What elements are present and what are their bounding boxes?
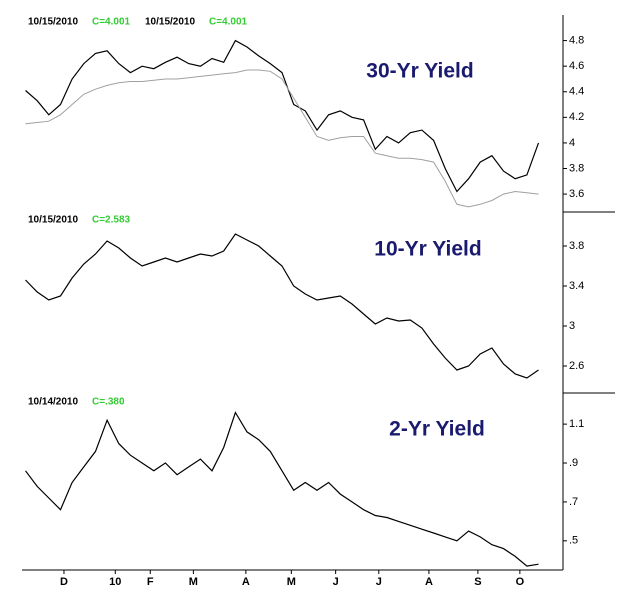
y-tick-label: 3.6	[569, 188, 584, 200]
x-tick-label: A	[425, 576, 433, 588]
x-tick-label: D	[60, 576, 68, 588]
x-tick-label: A	[242, 576, 250, 588]
y-tick-label: 4.4	[569, 86, 584, 98]
y-tick-label: 4.8	[569, 34, 584, 46]
x-tick-label: S	[474, 576, 481, 588]
series-line	[25, 39, 540, 193]
chart-title: 10-Yr Yield	[374, 238, 481, 261]
series-line	[25, 69, 539, 208]
x-tick-label: O	[516, 576, 525, 588]
series-line	[25, 233, 539, 379]
x-tick-label: J	[376, 576, 382, 588]
y-tick-label: 4	[569, 137, 575, 149]
y-tick-label: 1.1	[569, 418, 584, 430]
y-tick-label: .7	[569, 496, 578, 508]
y-tick-label: 4.6	[569, 60, 584, 72]
header-label: 10/14/2010	[28, 397, 78, 408]
y-tick-label: 2.6	[569, 360, 584, 372]
header-label: 10/15/2010	[28, 215, 78, 226]
x-tick-label: M	[189, 576, 198, 588]
header-label: C=2.583	[92, 215, 131, 226]
x-tick-label: J	[333, 576, 339, 588]
series-line	[25, 411, 539, 567]
x-tick-label: M	[287, 576, 296, 588]
y-tick-label: 3.8	[569, 162, 584, 174]
chart-title: 2-Yr Yield	[389, 418, 485, 441]
y-tick-label: .9	[569, 457, 578, 469]
header-label: C=4.001	[209, 17, 248, 28]
header-label: C=.380	[92, 397, 125, 408]
header-label: 10/15/2010	[145, 17, 195, 28]
y-tick-label: 3.4	[569, 280, 584, 292]
x-tick-label: F	[147, 576, 154, 588]
x-tick-label: 10	[109, 576, 121, 588]
header-label: 10/15/2010	[28, 17, 78, 28]
y-tick-label: 3	[569, 320, 575, 332]
y-tick-label: .5	[569, 535, 578, 547]
y-tick-label: 4.2	[569, 111, 584, 123]
header-label: C=4.001	[92, 17, 131, 28]
y-tick-label: 3.8	[569, 240, 584, 252]
chart-title: 30-Yr Yield	[366, 60, 473, 83]
